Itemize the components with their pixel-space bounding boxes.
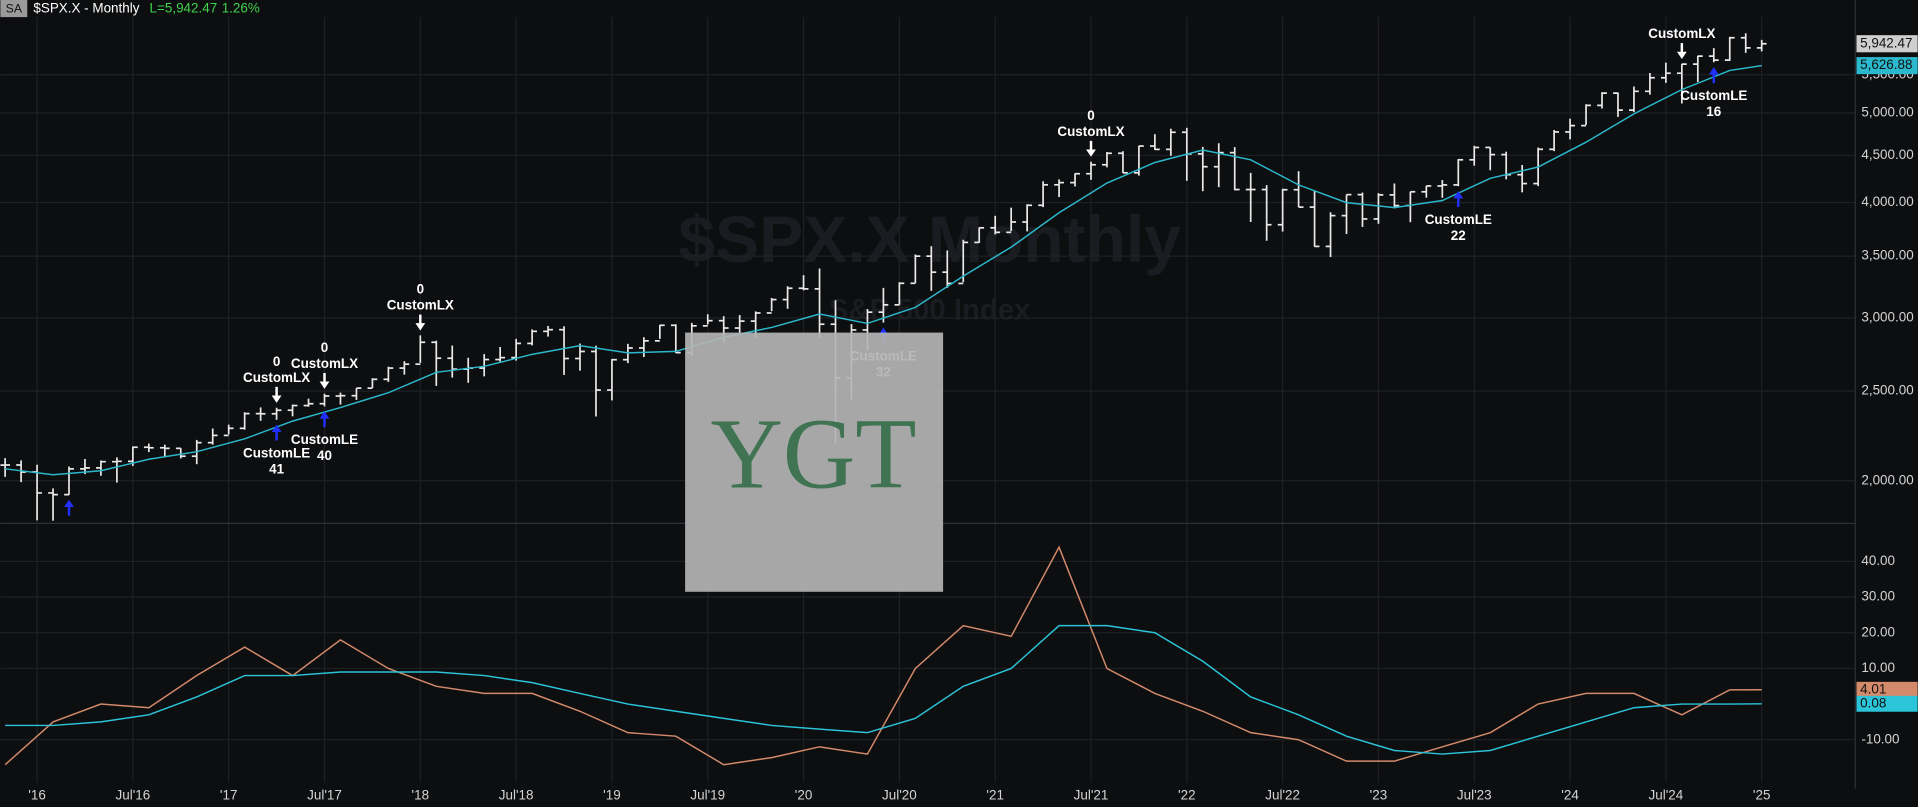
y-tick-label: 5,000.00 [1861,105,1913,120]
x-tick-label: '18 [412,788,430,803]
ma-label: 5,626.88 [1860,57,1912,72]
annotation-text: 0 [1087,108,1094,123]
annotation-text: CustomLX [387,298,454,313]
indicator-box [1856,681,1918,698]
indicator-line [5,624,1762,755]
x-tick-label: Jul'20 [882,788,917,803]
y-tick-label: 3,500.00 [1861,248,1913,263]
ma-box [1856,57,1918,75]
last-price-box [1856,35,1918,53]
y2-tick-label: 40.00 [1861,553,1895,568]
annotation-text: CustomLX [243,370,310,385]
x-tick-label: Jul'23 [1457,788,1492,803]
indicator-pane [4,545,1762,766]
y-tick-label: 4,500.00 [1861,147,1913,162]
x-tick-label: Jul'16 [116,788,151,803]
chart-title: $SPX.X - Monthly [33,1,139,16]
x-tick-label: Jul'19 [690,788,725,803]
annotation-text: 0 [273,354,280,369]
x-tick-label: '22 [1178,788,1196,803]
entry-arrow [1453,191,1464,207]
x-tick-label: '25 [1753,788,1771,803]
y-tick-label: 4,000.00 [1861,194,1913,209]
indicator-label: 0.08 [1860,695,1886,710]
indicator-label: 4.01 [1860,681,1886,696]
annotation-text: CustomLX [1648,26,1715,41]
badge: SA [6,1,23,15]
exit-arrow [271,386,282,403]
y-tick-label: 2,000.00 [1861,472,1913,487]
annotation-text: 40 [317,448,332,463]
x-tick-label: '17 [220,788,238,803]
x-tick-label: '23 [1370,788,1388,803]
entry-arrow [1708,67,1719,84]
exit-arrow [319,372,330,389]
y-tick-label: 3,000.00 [1861,310,1913,325]
annotation-text: 41 [269,461,284,476]
annotation-text: 22 [1451,228,1466,243]
x-tick-label: Jul'17 [307,788,342,803]
y2-tick-label: 20.00 [1861,624,1895,639]
change: 1.26% [222,1,260,16]
exit-arrow [1676,43,1687,60]
entry-arrow [64,499,74,516]
badge-box [0,0,28,18]
x-tick-label: Jul'24 [1649,788,1684,803]
annotation-text: CustomLE [35,521,102,536]
y2-tick-label: 30.00 [1861,589,1895,604]
exit-arrow [1086,140,1096,157]
x-tick-label: '24 [1561,788,1579,803]
last-price: L=5,942.47 [150,1,218,16]
annotation-text: CustomLX [291,356,358,371]
entry-arrow [319,411,330,428]
indicator-line [4,545,1762,766]
last-price-label: 5,942.47 [1860,35,1912,50]
x-tick-label: '21 [986,788,1004,803]
x-tick-label: '16 [28,788,46,803]
watermark-box [685,332,944,592]
annotation-text: CustomLE [1680,88,1747,103]
axes: 2,000.00 2,500.00 3,000.00 3,500.00 4,000.00… [28,35,1918,803]
y-tick-label: 2,500.00 [1861,383,1913,398]
moving-average [5,64,1762,476]
x-tick-label: Jul'21 [1074,788,1109,803]
x-tick-label: '20 [795,788,813,803]
x-tick-label: Jul'18 [499,788,534,803]
annotation-text: 0 [321,340,328,355]
entry-arrow [271,424,282,441]
x-tick-label: '19 [603,788,621,803]
exit-arrow [415,314,426,331]
watermark-box-text: YGT [710,399,916,510]
y2-tick-label: -10.00 [1861,731,1899,746]
y2-tick-label: 10.00 [1861,660,1895,675]
annotation-text: 16 [1706,104,1721,119]
indicator-box [1856,695,1918,712]
annotation-text: CustomLE [243,446,310,461]
annotation-text: CustomLE [291,432,358,447]
annotation-text: CustomLX [1057,124,1124,139]
annotation-text: CustomLE [1425,212,1492,227]
watermark: $SPX.X Monthly [678,202,1181,276]
annotation-text: 0 [417,282,424,297]
watermark-subtitle: S&P 500 Index [829,294,1031,327]
x-tick-label: Jul'22 [1265,788,1300,803]
